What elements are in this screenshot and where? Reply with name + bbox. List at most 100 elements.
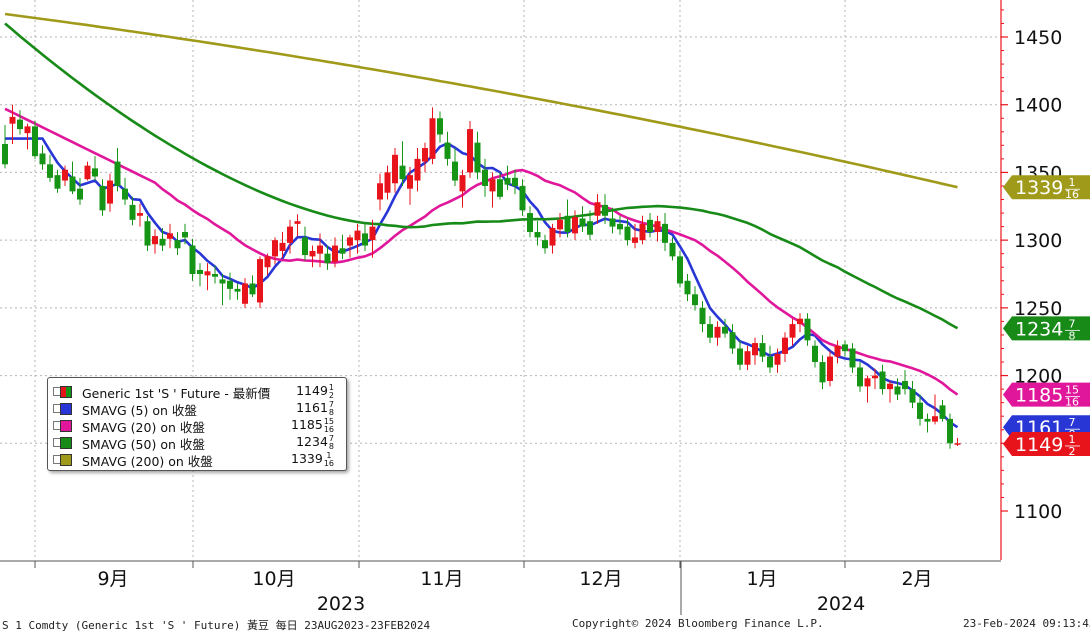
footer-timestamp: 23-Feb-2024 09:13:43 — [963, 617, 1090, 630]
candle-body — [677, 256, 683, 284]
candle-body — [872, 375, 878, 379]
legend-value: 1161 7 8 — [296, 399, 334, 417]
x-tick-label: 9月 — [97, 568, 128, 590]
candle-body — [819, 362, 826, 383]
y-tick-label: 1200 — [1014, 366, 1062, 388]
candle-body — [474, 142, 481, 173]
candle-body — [752, 343, 758, 356]
candle-body — [287, 226, 293, 243]
candle-body — [834, 345, 841, 357]
candle-body — [294, 221, 301, 224]
candle-body — [549, 227, 556, 246]
candle-body — [774, 353, 781, 365]
candle-body — [684, 280, 691, 295]
legend-item[interactable]: SMAVG (20) on 收盤 1185 15 16 — [53, 416, 340, 435]
candle-body — [564, 215, 571, 233]
x-tick-label: 2月 — [901, 568, 932, 590]
legend[interactable]: Generic 1st 'S ' Future - 最新價 1149 1 2 SMAVG… — [47, 377, 347, 471]
candle-body — [489, 179, 496, 192]
ma-line — [4, 12, 958, 189]
price-tag-value: 1234 — [1015, 318, 1063, 340]
candle-body — [617, 223, 623, 230]
price-tag-frac-den: 16 — [1065, 396, 1079, 409]
candle-body — [399, 165, 406, 180]
candle-body — [939, 405, 946, 419]
candle-body — [699, 307, 706, 325]
x-tick-label: 12月 — [579, 568, 622, 590]
candle-body — [54, 175, 61, 189]
legend-value: 1234 7 8 — [296, 433, 334, 451]
candle-body — [954, 443, 961, 445]
candle-body — [737, 348, 743, 365]
ma-line — [5, 137, 959, 429]
candle-body — [849, 348, 856, 368]
candlesticks — [2, 104, 961, 449]
legend-label: SMAVG (50) on 收盤 — [82, 437, 205, 452]
candle-body — [842, 344, 848, 352]
candle-body — [47, 164, 53, 178]
price-tag: 1339 116 — [1003, 175, 1090, 201]
candle-body — [692, 294, 698, 306]
candle-body — [534, 232, 541, 238]
candle-body — [924, 418, 931, 422]
candle-body — [504, 177, 511, 185]
candle-body — [227, 280, 233, 289]
legend-item[interactable]: SMAVG (200) on 收盤 1339 1 16 — [53, 451, 340, 469]
candle-body — [512, 177, 518, 186]
candle-body — [444, 142, 451, 159]
y-tick-label: 1450 — [1014, 27, 1062, 49]
price-tag: 1234 78 — [1003, 316, 1090, 342]
legend-label: SMAVG (5) on 收盤 — [82, 403, 197, 418]
candle-body — [219, 279, 226, 284]
candle-body — [804, 318, 811, 341]
x-tick-label: 11月 — [420, 568, 463, 590]
candle-body — [197, 269, 203, 274]
candle-body — [879, 371, 886, 390]
candle-body — [384, 172, 391, 193]
legend-item[interactable]: SMAVG (5) on 收盤 1161 7 8 — [53, 399, 340, 418]
candle-body — [654, 221, 661, 233]
candle-body — [257, 259, 263, 303]
legend-swatch — [60, 454, 72, 466]
candle-body — [354, 230, 361, 241]
candle-body — [422, 148, 428, 162]
candle-body — [332, 245, 338, 262]
candle-body — [647, 219, 653, 233]
price-tag-frac-num: 7 — [1069, 317, 1076, 330]
candle-body — [452, 161, 458, 181]
price-tag-frac-num: 15 — [1065, 384, 1079, 397]
candle-body — [669, 242, 676, 257]
moving-average-lines — [4, 12, 959, 429]
candle-body — [639, 223, 646, 241]
price-tag-frac-num: 1 — [1069, 433, 1076, 446]
legend-label: SMAVG (200) on 收盤 — [82, 454, 213, 469]
candle-body — [609, 218, 616, 227]
legend-item[interactable]: SMAVG (50) on 收盤 1234 7 8 — [53, 433, 340, 452]
candle-body — [377, 183, 383, 200]
candle-body — [114, 161, 121, 186]
candle-body — [77, 188, 83, 200]
legend-swatch — [60, 403, 72, 415]
x-tick-label: 10月 — [252, 568, 295, 590]
gridlines — [0, 0, 1001, 560]
candle-body — [9, 116, 16, 124]
candle-body — [362, 233, 368, 246]
candle-body — [234, 288, 241, 292]
candle-body — [527, 213, 533, 233]
candle-body — [84, 165, 91, 180]
candle-body — [39, 153, 46, 165]
footer-copyright: Copyright© 2024 Bloomberg Finance L.P. — [572, 617, 824, 630]
candle-body — [782, 337, 788, 354]
legend-value: 1185 15 16 — [291, 416, 334, 434]
candle-body — [729, 332, 736, 349]
price-tag-frac-den: 8 — [1069, 329, 1076, 342]
candle-body — [857, 367, 863, 387]
candle-body — [189, 245, 196, 274]
legend-item[interactable]: Generic 1st 'S ' Future - 最新價 1149 1 2 — [53, 383, 340, 401]
candle-body — [902, 380, 908, 390]
candle-body — [2, 143, 8, 165]
candle-body — [242, 283, 248, 304]
candle-body — [137, 213, 143, 216]
